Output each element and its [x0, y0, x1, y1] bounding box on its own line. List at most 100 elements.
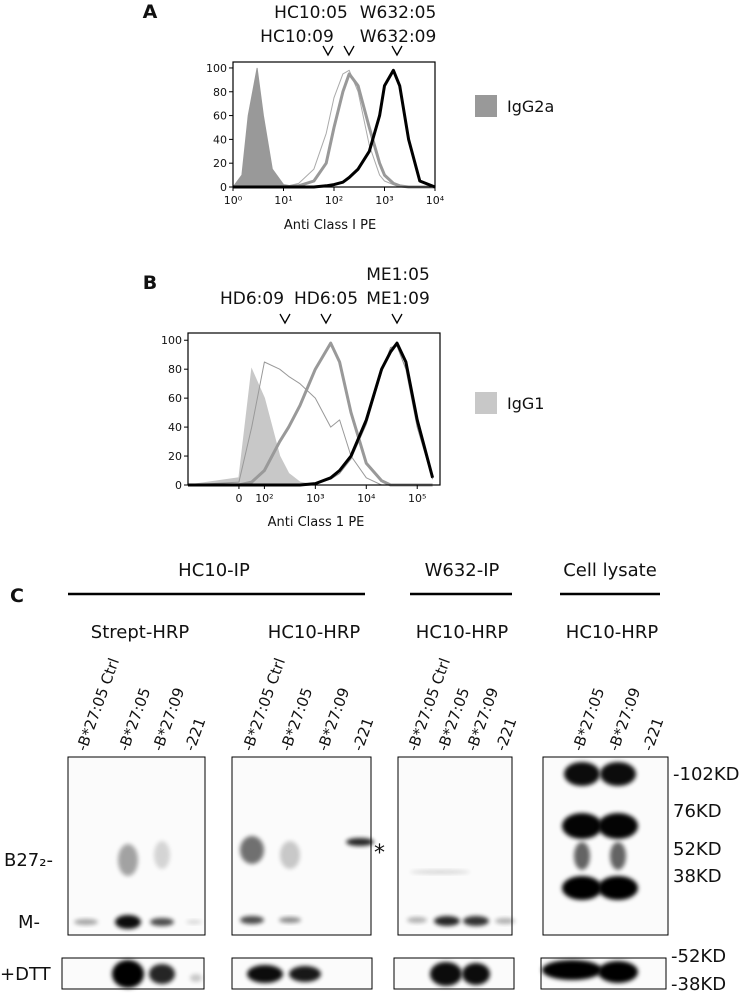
blot-band: [154, 841, 170, 869]
lane-label: -221: [181, 715, 210, 753]
y-tick-label: 0: [175, 479, 182, 492]
x-tick-label: 10¹: [274, 194, 292, 207]
x-tick-label: 10⁴: [426, 194, 445, 207]
blot-band: [280, 841, 300, 869]
asterisk: *: [374, 841, 385, 866]
blot-band: [564, 762, 600, 786]
legend-label: IgG2a: [507, 97, 554, 116]
panel-label: B: [143, 272, 157, 294]
blot-band: [562, 876, 602, 900]
blot-band: [542, 960, 602, 980]
blot-band: [112, 960, 144, 988]
row-label: B27₂-: [4, 850, 53, 871]
x-tick-label: 10³: [375, 194, 393, 207]
histogram-line: [188, 341, 433, 487]
blot-band: [610, 842, 626, 870]
annotation: HC10:09: [260, 27, 334, 47]
blot-band: [186, 920, 202, 924]
lane-label: -B*27:05 Ctrl: [73, 656, 123, 754]
y-tick-label: 40: [168, 421, 182, 434]
x-axis-label: Anti Class 1 PE: [268, 515, 365, 530]
blot-band: [115, 915, 141, 929]
blot-band: [118, 844, 138, 876]
legend-swatch: [475, 392, 497, 414]
blot-band: [407, 917, 427, 923]
lane-label: -221: [639, 715, 668, 753]
probe-label: Strept-HRP: [91, 622, 190, 643]
arrowhead: [279, 313, 291, 325]
blot-band: [240, 916, 264, 924]
blot-band: [279, 917, 301, 923]
blot-band: [190, 974, 202, 982]
x-tick-label: 10³: [306, 492, 324, 505]
blot-band: [495, 918, 515, 924]
annotation: ME1:05: [366, 265, 430, 285]
y-tick-label: 100: [206, 62, 227, 75]
blot-band: [240, 836, 264, 864]
probe-label: HC10-HRP: [416, 622, 509, 643]
annotation: W632:09: [360, 27, 437, 47]
lane-label: -B*27:05: [115, 685, 154, 753]
y-tick-label: 100: [161, 334, 182, 347]
histogram-line: [188, 345, 434, 486]
blot-band: [74, 919, 98, 925]
group-title: Cell lysate: [563, 560, 657, 581]
group-title: W632-IP: [425, 560, 500, 581]
lane-label: -B*27:05: [569, 685, 608, 753]
blot-frame: [542, 756, 669, 936]
size-marker: 38KD: [673, 866, 722, 887]
annotation: W632:05: [360, 3, 437, 23]
blot-band: [289, 966, 321, 982]
arrowhead: [320, 313, 332, 325]
blot-band: [562, 813, 602, 839]
x-tick-label: 10²: [255, 492, 273, 505]
blot-band: [462, 963, 490, 985]
lane-label: -221: [349, 715, 378, 753]
blot-band: [346, 838, 374, 846]
lane-label: -B*27:05: [277, 685, 316, 753]
arrowhead: [391, 313, 403, 325]
blot-band: [574, 842, 590, 870]
size-marker: 76KD: [673, 801, 722, 822]
annotation: HC10:05: [274, 3, 348, 23]
y-tick-label: 80: [168, 363, 182, 376]
lane-label: -B*27:09: [314, 685, 353, 753]
blot-band: [149, 964, 175, 984]
y-tick-label: 60: [213, 110, 227, 123]
blot-band: [463, 916, 489, 926]
blot-frame: [67, 756, 206, 936]
y-tick-label: 0: [220, 181, 227, 194]
blot-band: [430, 962, 462, 986]
blot-band: [598, 961, 638, 983]
blot-band: [598, 876, 638, 900]
row-label: M-: [18, 912, 40, 933]
size-marker: -102KD: [673, 764, 740, 785]
y-tick-label: 80: [213, 86, 227, 99]
blot-frame: [397, 756, 513, 936]
group-title: HC10-IP: [178, 560, 250, 581]
annotation: HD6:05: [294, 289, 358, 309]
size-marker: 52KD: [673, 839, 722, 860]
x-tick-label: 10⁰: [224, 194, 243, 207]
x-axis-label: Anti Class I PE: [284, 218, 376, 233]
y-tick-label: 40: [213, 133, 227, 146]
blot-band: [410, 870, 470, 874]
row-label: +DTT: [0, 964, 52, 985]
annotation: HD6:09: [220, 289, 284, 309]
histogram-line: [188, 341, 435, 487]
size-marker: -38KD: [671, 974, 726, 994]
blot-band: [434, 916, 460, 926]
arrowhead: [343, 45, 355, 57]
panel-label: C: [10, 585, 24, 607]
blot-band: [598, 813, 638, 839]
annotation: ME1:09: [366, 289, 430, 309]
blot-band: [600, 762, 636, 786]
y-tick-label: 60: [168, 392, 182, 405]
lane-label: -221: [492, 715, 521, 753]
arrowhead: [322, 45, 334, 57]
size-marker: -52KD: [671, 946, 726, 967]
arrowhead: [391, 45, 403, 57]
x-tick-label: 10²: [325, 194, 343, 207]
legend-swatch: [475, 95, 497, 117]
legend-label: IgG1: [507, 394, 544, 413]
